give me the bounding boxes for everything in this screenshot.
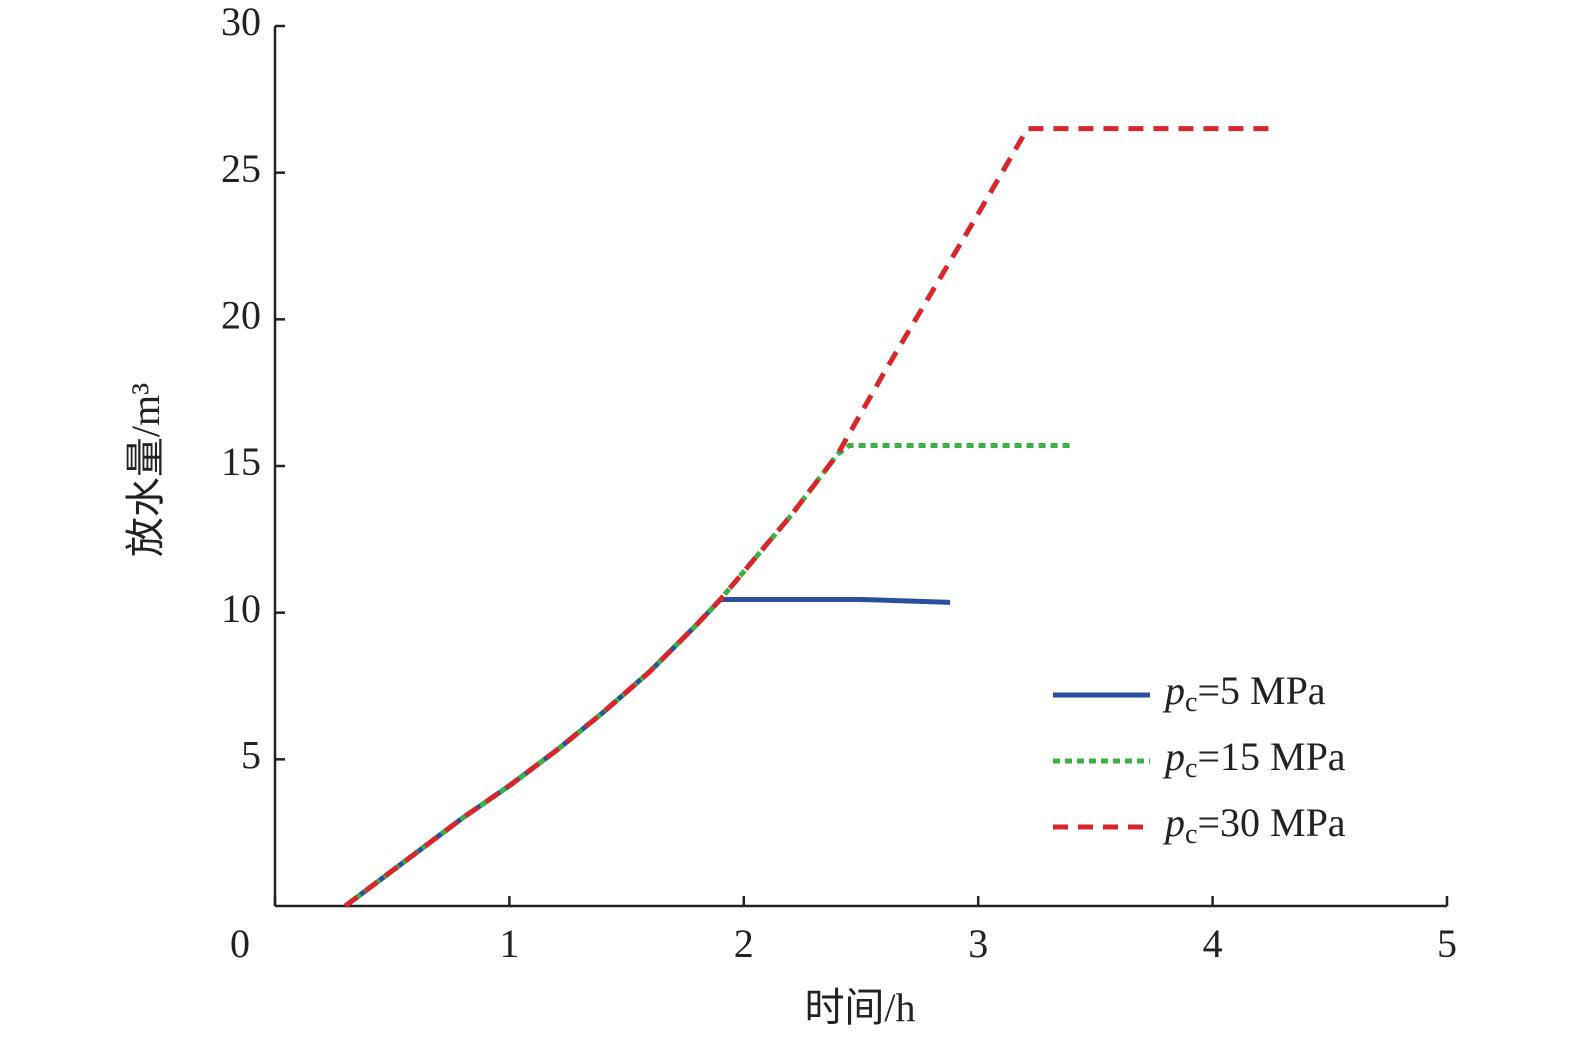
x-tick-label: 4: [1203, 921, 1223, 966]
legend-sub: c: [1185, 819, 1197, 850]
legend-rest: =5 MPa: [1197, 668, 1325, 713]
x-tick-label: 3: [968, 921, 988, 966]
y-tick-label: 25: [221, 146, 261, 191]
y-axis-label: 放水量/m³: [123, 383, 168, 557]
legend-italic: p: [1162, 800, 1185, 845]
legend-rest: =30 MPa: [1197, 800, 1345, 845]
legend-rest: =15 MPa: [1197, 734, 1345, 779]
series-line: [343, 126, 1272, 908]
series-line: [343, 442, 1072, 908]
legend-label: pc=5 MPa: [1162, 668, 1326, 718]
legend-italic: p: [1162, 734, 1185, 779]
x-tick-label: 0: [230, 921, 250, 966]
legend-label: pc=30 MPa: [1162, 800, 1346, 850]
legend-italic: p: [1162, 668, 1185, 713]
legend-label: pc=15 MPa: [1162, 734, 1346, 784]
y-tick-label: 20: [221, 293, 261, 338]
legend-sub: c: [1185, 687, 1197, 718]
x-axis-label: 时间/h: [804, 985, 915, 1030]
x-tick-label: 1: [499, 921, 519, 966]
y-tick-label: 30: [221, 0, 261, 44]
y-tick-label: 5: [241, 733, 261, 778]
y-tick-label: 15: [221, 439, 261, 484]
x-tick-label: 2: [734, 921, 754, 966]
y-tick-label: 10: [221, 586, 261, 631]
x-tick-label: 5: [1437, 921, 1457, 966]
legend-sub: c: [1185, 753, 1197, 784]
series-line: [343, 596, 951, 908]
